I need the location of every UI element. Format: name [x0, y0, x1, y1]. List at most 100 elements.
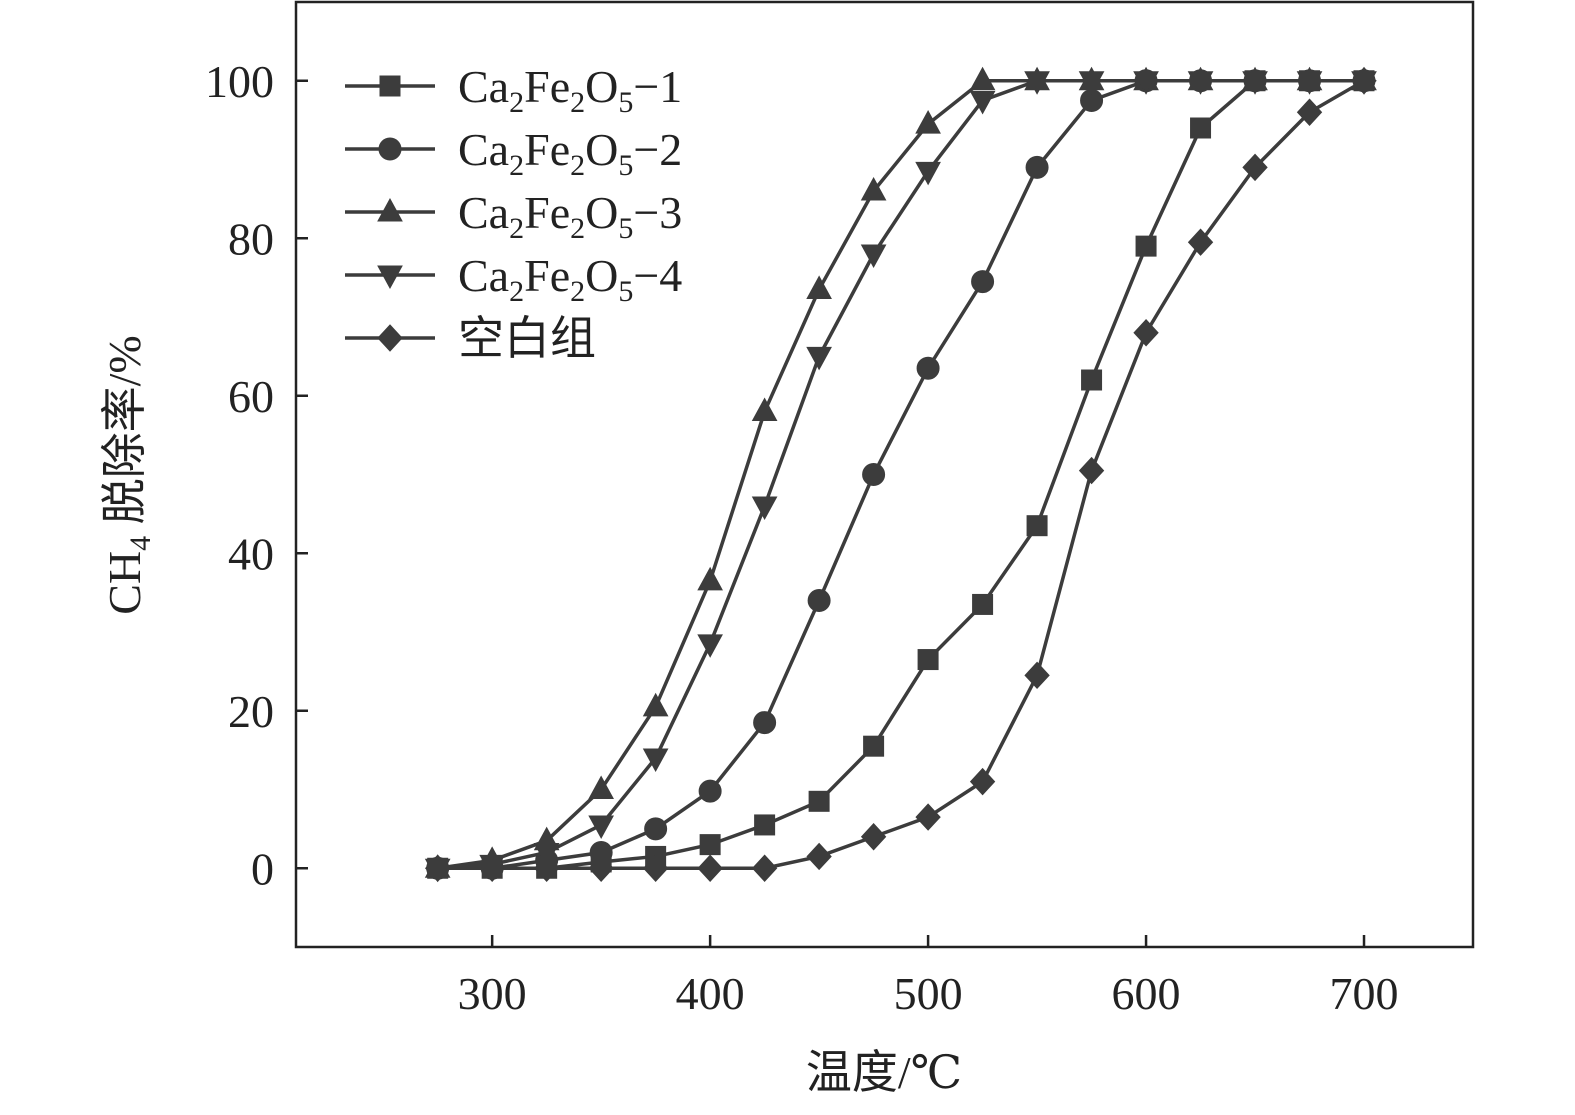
series-1-point	[1081, 369, 1103, 391]
x-tick-label: 700	[1330, 968, 1399, 1019]
legend-label-text: O	[585, 61, 618, 112]
series-5-point	[915, 803, 941, 831]
series-4-point	[588, 815, 614, 839]
legend-label-text: −2	[633, 124, 682, 175]
legend-label-text: O	[585, 250, 618, 301]
series-5-point	[806, 842, 832, 871]
y-tick-label: 100	[205, 56, 274, 107]
series-4-point	[915, 161, 941, 186]
legend-label-text: Ca	[458, 187, 509, 238]
series-3-point	[860, 176, 887, 201]
series-2-point	[862, 463, 886, 486]
series-5-point	[588, 854, 614, 882]
x-tick-label: 300	[458, 968, 527, 1019]
series-2-point	[916, 356, 940, 380]
series-4-point	[806, 346, 832, 371]
series-1-line	[437, 79, 1365, 870]
series-layer	[424, 66, 1377, 883]
series-4-point	[751, 496, 778, 521]
y-tick-label: 40	[228, 528, 274, 579]
series-1-point	[699, 834, 721, 856]
y-tick-label: 20	[228, 686, 274, 737]
series-5-point	[1351, 67, 1377, 95]
legend-label: Ca2Fe2O5−1	[458, 61, 682, 119]
series-5-point	[751, 854, 778, 882]
y-axis: 0 20 40 60 80 100	[205, 56, 308, 894]
legend-marker	[379, 75, 401, 97]
legend-label: 空白组	[458, 313, 596, 364]
series-4-point	[697, 634, 723, 658]
series-2-line	[437, 79, 1365, 870]
legend-label-text: 空白组	[458, 313, 596, 364]
x-tick-label: 500	[894, 968, 963, 1019]
x-axis-title: 温度/℃	[806, 1047, 962, 1098]
legend-item-4: Ca2Fe2O5−4	[345, 250, 682, 308]
series-5-point	[1296, 98, 1323, 126]
legend-item-1: Ca2Fe2O5−1	[345, 61, 682, 119]
series-4-point	[1242, 71, 1268, 95]
legend-label-text: Ca	[458, 61, 509, 112]
legend-label-subscript: 2	[570, 212, 585, 245]
series-3-point	[697, 566, 723, 591]
y-tick-label: 80	[228, 213, 274, 264]
legend-label-subscript: 5	[618, 212, 633, 245]
series-4-point	[1296, 71, 1323, 95]
series-5-point	[1078, 456, 1105, 485]
series-2-point	[971, 270, 995, 294]
series-5	[424, 67, 1377, 882]
series-5-point	[1242, 153, 1268, 182]
legend-label: Ca2Fe2O5−2	[458, 124, 682, 182]
x-tick-label: 600	[1112, 968, 1181, 1019]
legend-label-subscript: 2	[570, 275, 585, 308]
series-3-line	[437, 79, 1365, 870]
series-1-point	[1026, 515, 1048, 537]
y-axis-title: CH4 脱除率/%	[99, 335, 157, 615]
series-4-point	[533, 843, 560, 867]
series-5-point	[479, 854, 505, 882]
legend-item-2: Ca2Fe2O5−2	[345, 124, 682, 182]
legend: Ca2Fe2O5−1Ca2Fe2O5−2Ca2Fe2O5−3Ca2Fe2O5−4…	[345, 61, 682, 364]
legend-label-text: Ca	[458, 250, 509, 301]
series-4-point	[1078, 71, 1105, 95]
legend-label-subscript: 5	[618, 275, 633, 308]
series-4-point	[642, 748, 669, 773]
legend-label-subscript: 2	[570, 149, 585, 182]
y-axis-title-subscript: 4	[124, 536, 157, 551]
series-2-point	[698, 779, 722, 803]
series-3-point	[806, 275, 832, 299]
series-2-point	[644, 817, 668, 841]
series-5-point	[1187, 228, 1214, 256]
legend-label-text: −4	[633, 250, 682, 301]
legend-label-subscript: 2	[509, 275, 524, 308]
y-tick-label: 60	[228, 371, 274, 422]
legend-marker	[377, 265, 403, 290]
series-5-point	[1133, 319, 1159, 347]
series-5-point	[969, 767, 996, 796]
x-axis: 300 400 500 600 700	[458, 935, 1399, 1019]
legend-label-text: Ca	[458, 124, 509, 175]
series-1-point	[1190, 117, 1212, 139]
legend-label-text: −3	[633, 187, 682, 238]
series-5-point	[642, 854, 669, 882]
legend-label-text: Fe	[524, 250, 570, 301]
series-4-point	[860, 244, 887, 269]
series-1-point	[972, 593, 994, 615]
legend-label: Ca2Fe2O5−4	[458, 250, 682, 308]
legend-label-subscript: 2	[509, 149, 524, 182]
legend-label-subscript: 2	[570, 86, 585, 119]
legend-label-text: Fe	[524, 187, 570, 238]
series-5-line	[437, 79, 1365, 870]
series-2-point	[753, 711, 777, 735]
series-4-point	[1024, 71, 1050, 95]
y-tick-label: 0	[251, 843, 274, 894]
y-axis-title-rest: 脱除率/%	[99, 335, 150, 536]
legend-label-subscript: 2	[509, 212, 524, 245]
series-5-point	[1024, 661, 1050, 690]
legend-label-subscript: 5	[618, 86, 633, 119]
series-4-point	[1133, 71, 1159, 95]
series-1-point	[863, 735, 885, 757]
x-tick-label: 400	[676, 968, 745, 1019]
legend-label-text: −1	[633, 61, 682, 112]
